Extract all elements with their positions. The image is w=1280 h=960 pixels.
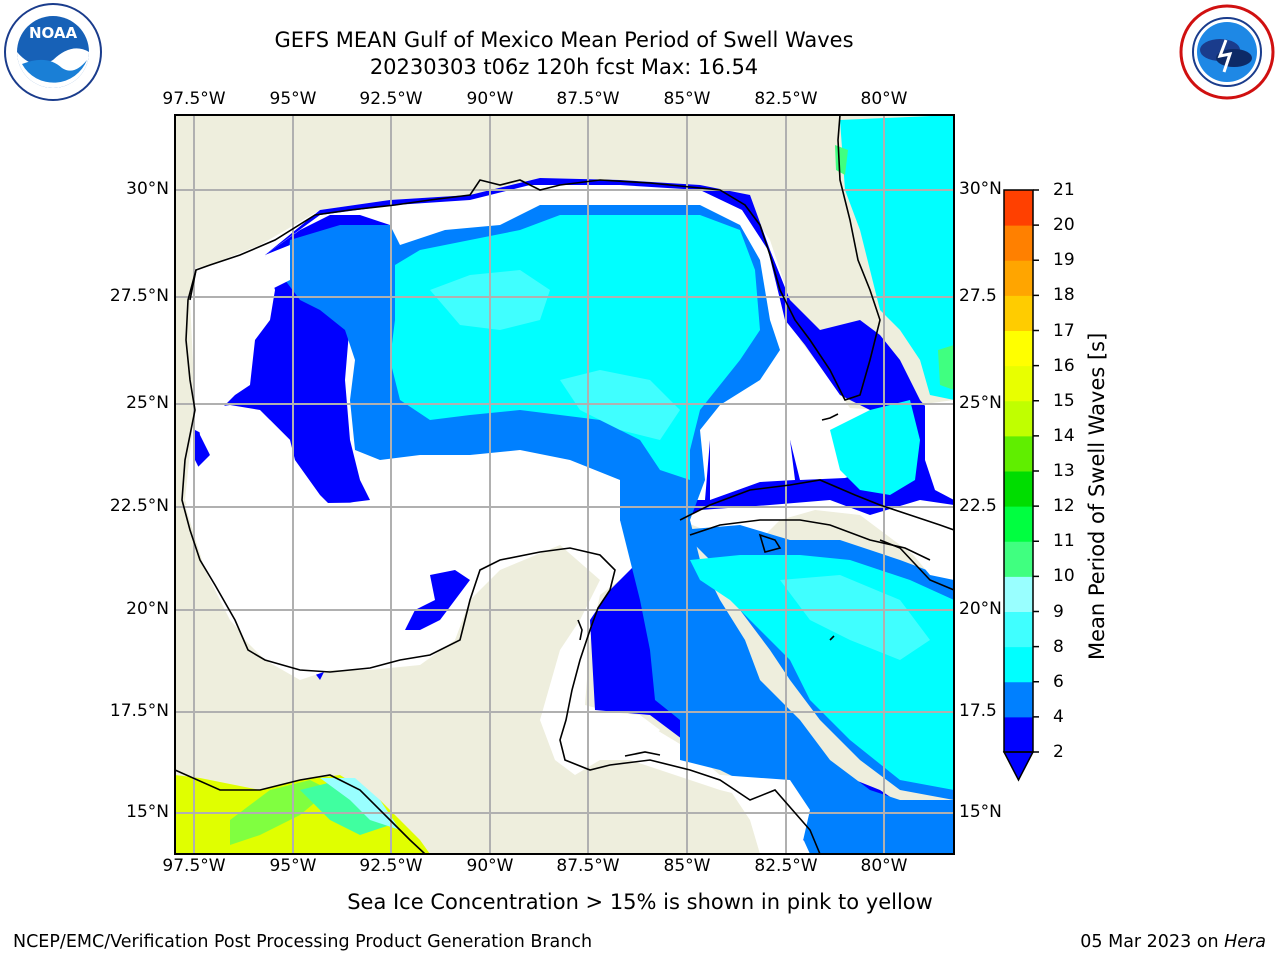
colorbar-segment [1004, 330, 1033, 367]
colorbar-segment [1004, 471, 1033, 507]
colorbar-tick-label: 2 [1053, 742, 1064, 762]
chart-title: GEFS MEAN Gulf of Mexico Mean Period of … [274, 28, 854, 52]
lon-label-bottom: 95°W [269, 856, 317, 876]
lon-label-top: 97.5°W [162, 89, 226, 109]
lat-label-right: 15°N [959, 802, 1002, 822]
lat-label-left: 30°N [126, 179, 169, 199]
colorbar-tick-label: 10 [1053, 566, 1075, 587]
map-gridlines [175, 115, 954, 854]
colorbar-label: Mean Period of Swell Waves [s] [1085, 332, 1109, 660]
nws-logo-icon [1179, 4, 1275, 100]
lon-label-bottom: 87.5°W [556, 856, 620, 876]
nodata-bay [575, 710, 660, 760]
colorbar-tick-label: 17 [1053, 320, 1075, 341]
lon-label-top: 95°W [269, 89, 317, 109]
colorbar-tick-label: 4 [1053, 706, 1064, 727]
colorbar-extend-arrow [1002, 751, 1035, 782]
lat-label-left: 25°N [126, 393, 169, 413]
colorbar-tick-label: 6 [1053, 671, 1064, 692]
lon-label-top: 90°W [466, 89, 514, 109]
svg-text:NOAA: NOAA [29, 24, 78, 42]
lon-label-top: 92.5°W [359, 89, 423, 109]
colorbar-segment [1004, 716, 1033, 753]
footer-date-text: 05 Mar 2023 on [1080, 932, 1225, 952]
colorbar-tick-label: 18 [1053, 285, 1075, 306]
nodata-nw [265, 245, 290, 290]
colorbar-segment [1004, 400, 1033, 437]
lon-label-bottom: 82.5°W [754, 856, 818, 876]
colorbar-tick-label: 21 [1053, 180, 1075, 200]
colorbar-tick-label: 14 [1053, 425, 1075, 446]
lat-label-left: 22.5°N [109, 496, 169, 516]
footer-credit: NCEP/EMC/Verification Post Processing Pr… [13, 932, 593, 952]
colorbar-segment [1004, 295, 1033, 331]
sea-ice-caption: Sea Ice Concentration > 15% is shown in … [347, 890, 933, 914]
colorbar-tick-label: 9 [1053, 601, 1064, 622]
lat-label-right: 22.5 [959, 496, 997, 516]
lat-label-left: 27.5°N [109, 286, 169, 306]
lat-label-right: 20°N [959, 599, 1002, 619]
colorbar-segment [1004, 260, 1033, 296]
colorbar [1002, 189, 1035, 782]
nodata-west [195, 405, 290, 505]
colorbar-segment [1004, 506, 1033, 542]
lon-label-bottom: 90°W [466, 856, 514, 876]
nodata-cuba-north [710, 440, 795, 500]
colorbar-segment [1004, 365, 1033, 402]
footer-date: 05 Mar 2023 on Hera [1080, 932, 1266, 952]
coastlines [175, 115, 954, 854]
colorbar-tick-label: 19 [1053, 250, 1075, 271]
colorbar-segment [1004, 190, 1033, 226]
colorbar-tick-label: 13 [1053, 461, 1075, 481]
lon-label-top: 87.5°W [556, 89, 620, 109]
lon-label-bottom: 97.5°W [162, 856, 226, 876]
chart-subtitle: 20230303 t06z 120h fcst Max: 16.54 [369, 55, 759, 79]
colorbar-tick-label: 20 [1053, 215, 1075, 236]
lat-label-left: 17.5°N [109, 701, 169, 721]
map-frame [174, 114, 955, 855]
colorbar-tick-label: 11 [1053, 531, 1075, 552]
footer-host: Hera [1224, 932, 1266, 952]
colorbar-segment [1004, 611, 1033, 648]
colorbar-segment [1004, 435, 1033, 472]
lon-label-bottom: 92.5°W [359, 856, 423, 876]
lat-label-right: 27.5 [959, 286, 997, 306]
lon-label-bottom: 85°W [663, 856, 711, 876]
pacific-lightcyan [320, 778, 400, 830]
noaa-logo-icon: NOAA [4, 3, 102, 101]
lat-label-right: 17.5 [959, 701, 997, 721]
pacific-teal [300, 780, 390, 835]
lat-label-left: 15°N [126, 802, 169, 822]
colorbar-segment [1004, 681, 1033, 718]
nodata-southwest [185, 500, 555, 680]
colorbar-segment [1004, 541, 1033, 577]
colorbar-segment [1004, 576, 1033, 612]
swell-straits-cyan [830, 400, 920, 495]
colorbar-tick-label: 8 [1053, 636, 1064, 657]
lon-label-top: 85°W [663, 89, 711, 109]
swell-blob-1 [405, 570, 470, 630]
swell-atlantic-cyan [840, 115, 954, 400]
lat-label-right: 30°N [959, 179, 1002, 199]
colorbar-tick-label: 15 [1053, 390, 1075, 411]
nodata-bahamas [925, 405, 954, 500]
swell-patch-3 [780, 575, 930, 660]
lon-label-top: 80°W [860, 89, 908, 109]
colorbar-tickmarks [1033, 189, 1039, 753]
lat-label-left: 20°N [126, 599, 169, 619]
lon-label-top: 82.5°W [754, 89, 818, 109]
colorbar-segment [1004, 646, 1033, 683]
swell-patch-green-2 [938, 345, 954, 390]
colorbar-tick-label: 12 [1053, 496, 1075, 517]
colorbar-segment [1004, 225, 1033, 261]
lat-label-right: 25°N [959, 393, 1002, 413]
colorbar-tick-label: 16 [1053, 355, 1075, 376]
lon-label-bottom: 80°W [860, 856, 908, 876]
